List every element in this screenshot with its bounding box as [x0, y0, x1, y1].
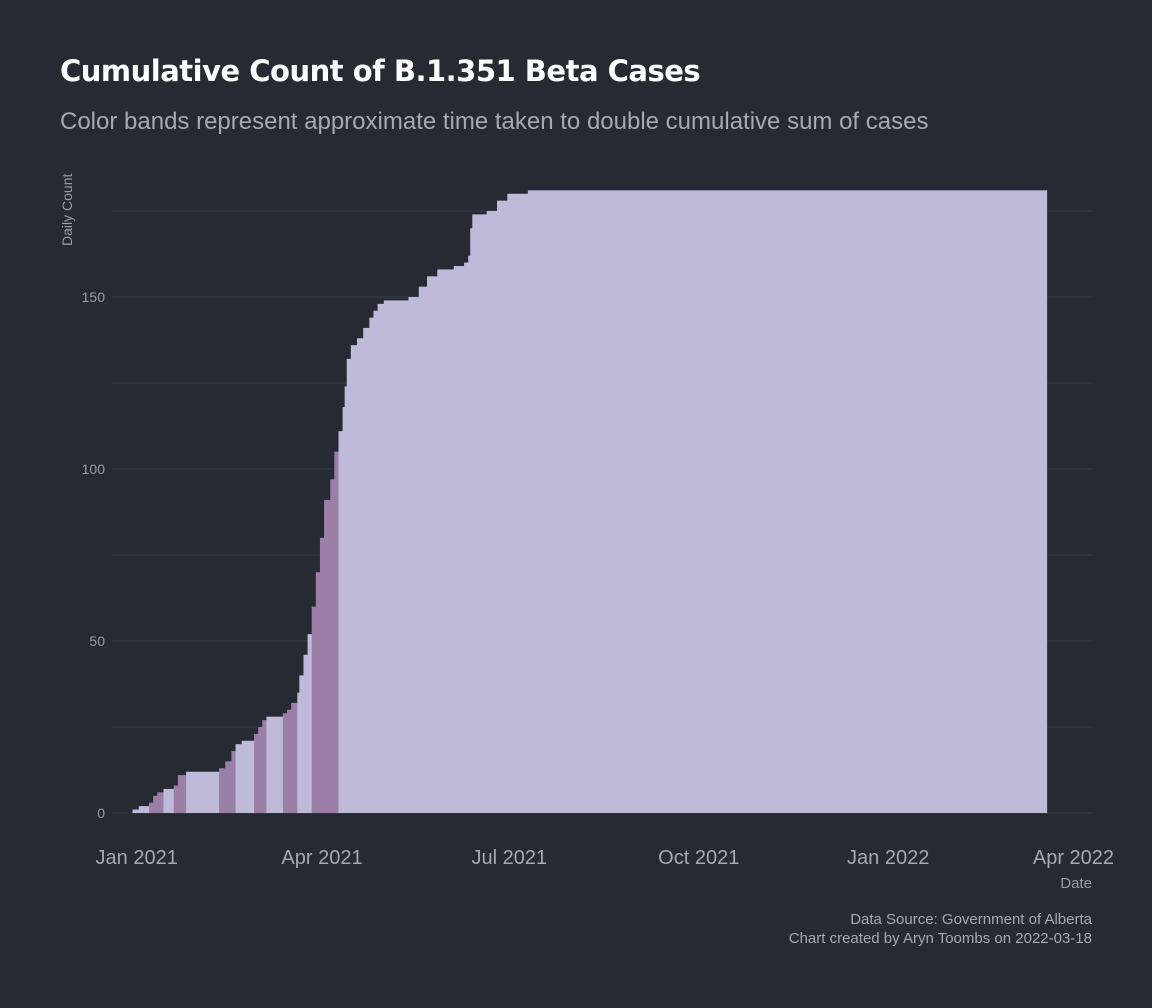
bar: [132, 809, 140, 813]
y-tick-label: 50: [89, 633, 105, 649]
bar: [311, 606, 317, 813]
bar: [383, 300, 409, 814]
bar: [153, 795, 158, 813]
bar: [231, 751, 237, 813]
bar: [262, 720, 267, 813]
bar: [282, 713, 288, 813]
x-tick-label: Apr 2021: [281, 847, 362, 869]
bar: [350, 345, 358, 813]
bar: [527, 190, 1046, 813]
caption-data-source: Data Source: Government of Alberta: [850, 911, 1092, 928]
bar: [149, 802, 154, 813]
chart-caption: Data Source: Government of Alberta Chart…: [789, 910, 1092, 948]
bar: [486, 210, 498, 813]
bar: [173, 785, 179, 813]
y-axis-ticks: 0 50 100 150: [82, 289, 106, 821]
bar: [177, 775, 187, 813]
y-tick-label: 150: [82, 289, 106, 305]
x-tick-label: Oct 2021: [658, 847, 739, 869]
bar: [219, 768, 226, 813]
x-tick-label: Jan 2022: [847, 847, 929, 869]
bar: [357, 338, 364, 813]
bar: [468, 255, 471, 813]
bar: [346, 358, 352, 813]
chart-subtitle: Color bands represent approximate time t…: [60, 108, 929, 135]
x-axis-ticks: Jan 2021 Apr 2021 Jul 2021 Oct 2021 Jan 2022…: [96, 847, 1114, 869]
bar: [266, 716, 284, 813]
data-area: [132, 190, 1048, 814]
bar: [319, 537, 325, 813]
bar: [470, 228, 473, 814]
bar: [138, 806, 146, 813]
bar: [144, 806, 150, 813]
bar: [225, 761, 232, 813]
bar: [330, 479, 335, 813]
bar: [464, 262, 469, 814]
bar: [507, 193, 529, 813]
bar: [241, 740, 255, 813]
bar: [427, 276, 438, 814]
bar: [287, 709, 292, 813]
bar: [369, 317, 374, 813]
bar: [315, 572, 321, 813]
bar: [157, 792, 164, 813]
y-tick-label: 100: [82, 461, 106, 477]
y-tick-label: 0: [97, 805, 105, 821]
bar: [303, 654, 309, 813]
bar: [377, 303, 385, 813]
bar: [334, 451, 339, 813]
bar: [297, 692, 300, 813]
x-axis-label: Date: [1060, 875, 1092, 892]
bar: [324, 499, 331, 813]
bar: [291, 702, 298, 813]
bar: [453, 266, 465, 813]
bar: [363, 327, 370, 813]
bar: [307, 634, 313, 813]
bar: [373, 310, 379, 813]
bar: [235, 744, 243, 813]
x-tick-label: Jan 2021: [96, 847, 178, 869]
bar: [186, 771, 220, 813]
caption-author: Chart created by Aryn Toombs on 2022-03-…: [788, 930, 1092, 947]
chart-title: Cumulative Count of B.1.351 Beta Cases: [60, 54, 701, 88]
bar: [472, 214, 488, 814]
bar: [163, 788, 175, 813]
bar: [338, 431, 344, 813]
x-tick-label: Jul 2021: [472, 847, 548, 869]
bar: [497, 200, 508, 814]
bar: [437, 269, 455, 813]
bar: [258, 726, 263, 813]
bar: [344, 386, 348, 813]
bar: [408, 296, 420, 813]
y-axis-label: Daily Count: [59, 174, 75, 246]
x-tick-label: Apr 2022: [1033, 847, 1114, 869]
bar: [254, 733, 259, 813]
bar: [342, 407, 346, 813]
bar: [418, 286, 428, 813]
bar: [1044, 190, 1048, 813]
bar: [299, 675, 304, 813]
